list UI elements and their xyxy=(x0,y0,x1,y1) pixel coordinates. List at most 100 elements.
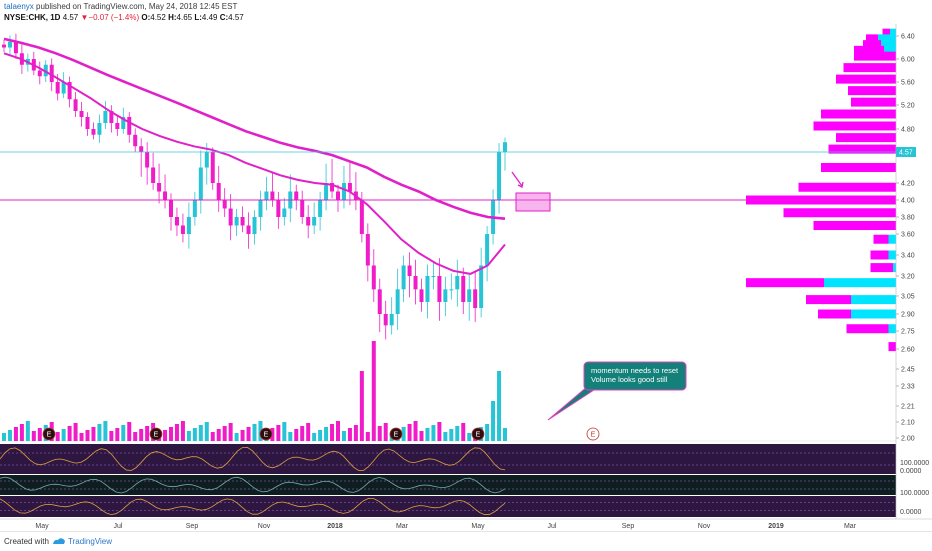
candle-body xyxy=(174,217,179,226)
volume-bar xyxy=(431,425,436,441)
volume-bar xyxy=(485,424,490,441)
earnings-marker xyxy=(389,427,403,441)
candle-body xyxy=(407,265,412,276)
price-chart[interactable]: E E E E E E momentum needs to reset Volume lo… xyxy=(0,24,932,531)
candle-body xyxy=(365,234,370,266)
symbol-label[interactable]: NYSE:CHK, 1D xyxy=(4,13,61,22)
chart-header: talaenyx published on TradingView.com, M… xyxy=(0,0,932,24)
candle-body xyxy=(37,70,42,77)
candle-body xyxy=(97,123,102,135)
volume-bar xyxy=(67,426,72,441)
future-earnings-marker xyxy=(586,427,600,441)
publish-info: talaenyx published on TradingView.com, M… xyxy=(4,1,237,12)
volume-profile-down-bar xyxy=(846,324,889,334)
volume-bar xyxy=(192,428,197,441)
candle-body xyxy=(246,225,251,234)
volume-bar xyxy=(449,429,454,441)
volume-bar xyxy=(425,428,430,441)
candle-body xyxy=(169,200,173,217)
candle-body xyxy=(151,167,156,183)
volume-profile-down-bar xyxy=(866,34,878,44)
date-axis: May Jul Sep Nov 2018 Mar May Jul Sep Nov 2019 Mar xyxy=(0,518,932,530)
candle-body xyxy=(73,99,78,111)
price-tick-label: 2.45 xyxy=(901,367,915,374)
candle-body xyxy=(127,117,132,135)
price-tick-label: 3.40 xyxy=(901,253,915,260)
candle-body xyxy=(67,82,72,100)
earnings-marker-label: E xyxy=(154,432,159,439)
candle-body xyxy=(145,152,150,168)
volume-profile-up-bar xyxy=(851,295,896,305)
candle-body xyxy=(443,289,448,302)
volume-bar xyxy=(341,431,346,441)
date-tick-label: Jul xyxy=(114,523,123,530)
volume-bar xyxy=(121,425,126,441)
candles xyxy=(2,33,507,340)
candle-body xyxy=(222,200,227,209)
volume-profile-up-bar xyxy=(851,309,896,319)
price-tick-label: 4.20 xyxy=(901,181,915,188)
tradingview-brand[interactable]: TradingView xyxy=(68,537,113,546)
volume-profile-down-bar xyxy=(821,109,896,119)
volume-profile-down-bar xyxy=(854,51,896,61)
volume-bar xyxy=(216,429,221,441)
candle-body xyxy=(91,129,96,135)
last-price-badge xyxy=(896,147,916,157)
volume-profile-up-bar xyxy=(884,45,896,55)
volume-profile-down-bar xyxy=(828,144,896,154)
future-earnings-marker-label: E xyxy=(591,432,596,439)
volume-profile-down-bar xyxy=(746,278,824,288)
candle-body xyxy=(497,152,502,200)
price-tick-label: 2.75 xyxy=(901,329,915,336)
high-label: H: xyxy=(168,13,177,22)
volume-profile-down-bar xyxy=(851,97,896,107)
earnings-marker xyxy=(149,427,163,441)
oscillator-pane xyxy=(0,496,896,517)
candle-body xyxy=(389,314,394,326)
date-tick-label: 2018 xyxy=(327,523,343,530)
candle-body xyxy=(240,217,245,226)
candle-body xyxy=(467,289,472,302)
candle-body xyxy=(79,111,84,117)
candle-body xyxy=(479,265,484,308)
callout[interactable]: momentum needs to reset Volume looks goo… xyxy=(547,361,687,421)
candle-body xyxy=(103,111,108,123)
volume-bar xyxy=(234,433,239,441)
target-zone-box[interactable] xyxy=(515,192,551,212)
candle-body xyxy=(473,289,478,308)
date-tick-label: 2019 xyxy=(768,523,784,530)
volume-bar xyxy=(37,428,42,441)
volume-profile-down-bar xyxy=(818,309,851,319)
volume-bar xyxy=(324,427,329,441)
earnings-marker-label: E xyxy=(264,432,269,439)
volume-bar xyxy=(115,428,120,441)
volume-bar xyxy=(371,341,376,441)
volume-profile-down-bar xyxy=(813,121,896,131)
volume-bar xyxy=(198,425,203,441)
volume-profile-down-bar xyxy=(848,86,896,96)
oscillator-panes xyxy=(0,444,896,517)
candle-body xyxy=(7,41,12,48)
volume-bar xyxy=(186,431,191,441)
volume-bar xyxy=(407,424,412,441)
volume-bar xyxy=(359,371,364,441)
candle-body xyxy=(503,142,507,152)
volume-bar xyxy=(145,426,150,441)
price-tick-label: 2.90 xyxy=(901,312,915,319)
low-value: 4.49 xyxy=(201,13,218,22)
author-name[interactable]: talaenyx xyxy=(4,2,34,11)
candle-body xyxy=(347,183,352,192)
candle-body xyxy=(330,183,335,192)
candle-body xyxy=(115,123,120,129)
symbol-info: NYSE:CHK, 1D 4.57 ▼−0.07 (−1.4%) O:4.52 … xyxy=(4,12,244,23)
price-tick-label: 2.10 xyxy=(901,420,915,427)
candle-body xyxy=(234,217,239,226)
volume-bar xyxy=(419,431,424,441)
candle-body xyxy=(419,289,424,302)
volume-bar xyxy=(240,430,245,441)
volume-bar xyxy=(25,421,30,441)
volume-bar xyxy=(276,425,281,441)
candle-body xyxy=(455,276,460,290)
volume-profile-down-bar xyxy=(783,208,896,218)
price-tick-label: 4.80 xyxy=(901,127,915,134)
